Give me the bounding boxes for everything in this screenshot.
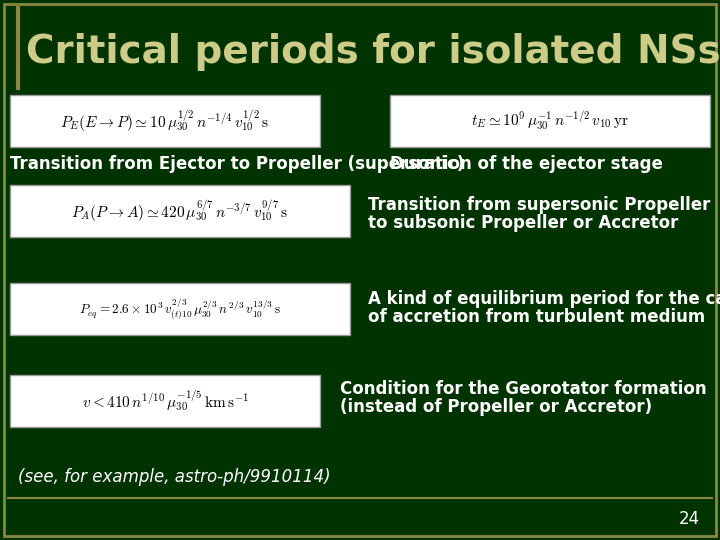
- FancyBboxPatch shape: [10, 283, 350, 335]
- Text: Condition for the Georotator formation: Condition for the Georotator formation: [340, 380, 706, 398]
- Text: $P_E(E \rightarrow P) \simeq 10\, \mu_{30}^{1/2}\, n^{-1/4}\, v_{10}^{1/2}\, \ma: $P_E(E \rightarrow P) \simeq 10\, \mu_{3…: [60, 109, 270, 133]
- FancyBboxPatch shape: [10, 375, 320, 427]
- Text: of accretion from turbulent medium: of accretion from turbulent medium: [368, 308, 706, 326]
- Text: $t_E \simeq 10^9\, \mu_{30}^{-1}\, n^{-1/2}\, v_{10}\, \mathrm{yr}$: $t_E \simeq 10^9\, \mu_{30}^{-1}\, n^{-1…: [471, 110, 629, 132]
- Text: (instead of Propeller or Accretor): (instead of Propeller or Accretor): [340, 398, 652, 416]
- Text: A kind of equilibrium period for the case: A kind of equilibrium period for the cas…: [368, 290, 720, 308]
- FancyBboxPatch shape: [10, 185, 350, 237]
- Text: Critical periods for isolated NSs: Critical periods for isolated NSs: [26, 33, 720, 71]
- FancyBboxPatch shape: [10, 95, 320, 147]
- Text: Transition from Ejector to Propeller (supersonic): Transition from Ejector to Propeller (su…: [10, 155, 464, 173]
- Text: 24: 24: [679, 510, 700, 528]
- Text: $P_{eq} = 2.6 \times 10^3\, v_{(t)10}^{2/3}\, \mu_{30}^{2/3}\, n^{\,2/3}\, v_{10: $P_{eq} = 2.6 \times 10^3\, v_{(t)10}^{2…: [79, 297, 281, 321]
- FancyBboxPatch shape: [390, 95, 710, 147]
- Text: $P_A(P \rightarrow A) \simeq 420\, \mu_{30}^{6/7}\, n^{-3/7}\, v_{10}^{9/7}\, \m: $P_A(P \rightarrow A) \simeq 420\, \mu_{…: [71, 198, 289, 224]
- Text: Duration of the ejector stage: Duration of the ejector stage: [390, 155, 663, 173]
- Text: Transition from supersonic Propeller: Transition from supersonic Propeller: [368, 196, 711, 214]
- Text: (see, for example, astro-ph/9910114): (see, for example, astro-ph/9910114): [18, 468, 330, 486]
- Text: $v < 410\, n^{1/10}\, \mu_{30}^{-1/5}\, \mathrm{km\, s}^{-1}$: $v < 410\, n^{1/10}\, \mu_{30}^{-1/5}\, …: [81, 388, 248, 414]
- Text: to subsonic Propeller or Accretor: to subsonic Propeller or Accretor: [368, 214, 678, 232]
